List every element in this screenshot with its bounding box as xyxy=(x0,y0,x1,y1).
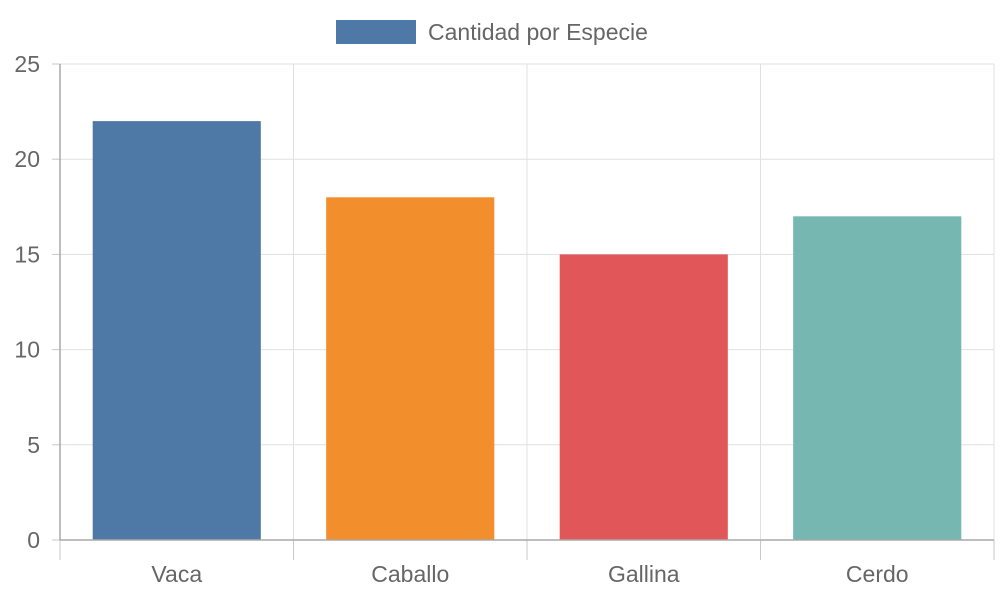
y-tick-label: 15 xyxy=(14,241,40,267)
legend-swatch xyxy=(336,20,416,44)
y-tick-label: 0 xyxy=(27,527,40,553)
bar-caballo xyxy=(326,197,495,540)
legend-label: Cantidad por Especie xyxy=(428,19,648,45)
x-tick-label: Gallina xyxy=(608,561,680,587)
axes-layer xyxy=(52,63,995,560)
bar-cerdo xyxy=(793,216,962,540)
y-tick-label: 5 xyxy=(27,432,40,458)
x-tick-label: Vaca xyxy=(151,561,202,587)
bars-layer xyxy=(92,121,962,541)
bar-vaca xyxy=(92,121,261,541)
x-tick-label: Caballo xyxy=(371,561,449,587)
bar-gallina xyxy=(559,254,728,540)
y-tick-label: 20 xyxy=(14,146,40,172)
tick-labels-layer: 0 5 10 15 20 25 Vaca Caballo Gallina Cerdo xyxy=(14,51,908,587)
x-tick-label: Cerdo xyxy=(846,561,909,587)
y-tick-label: 25 xyxy=(14,51,40,77)
y-tick-label: 10 xyxy=(14,337,40,363)
legend: Cantidad por Especie xyxy=(336,19,648,45)
